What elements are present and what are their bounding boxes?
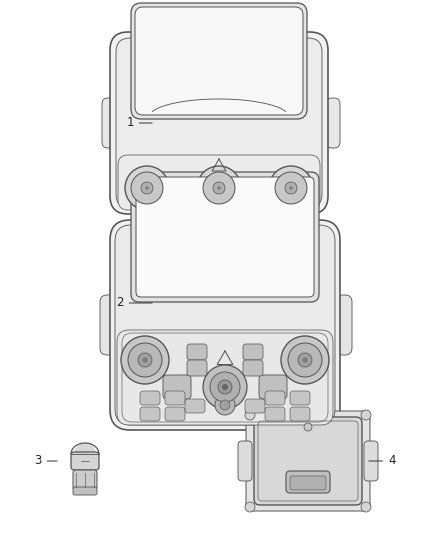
Circle shape — [218, 380, 232, 394]
Circle shape — [121, 336, 169, 384]
Text: 1: 1 — [126, 117, 152, 130]
FancyBboxPatch shape — [286, 471, 330, 493]
FancyBboxPatch shape — [165, 407, 185, 421]
Circle shape — [245, 410, 255, 420]
Text: 4: 4 — [369, 455, 396, 467]
FancyBboxPatch shape — [163, 375, 191, 399]
FancyBboxPatch shape — [118, 155, 320, 210]
Circle shape — [269, 166, 313, 210]
Circle shape — [303, 358, 307, 362]
FancyBboxPatch shape — [187, 360, 207, 376]
Text: 3: 3 — [34, 455, 57, 467]
FancyBboxPatch shape — [154, 210, 174, 220]
FancyBboxPatch shape — [290, 391, 310, 405]
FancyBboxPatch shape — [364, 441, 378, 481]
Text: 2: 2 — [116, 296, 152, 310]
Circle shape — [145, 186, 149, 190]
Circle shape — [217, 186, 221, 190]
FancyBboxPatch shape — [265, 407, 285, 421]
FancyBboxPatch shape — [185, 399, 205, 413]
FancyBboxPatch shape — [201, 20, 237, 32]
FancyBboxPatch shape — [73, 470, 97, 490]
Circle shape — [215, 395, 235, 415]
FancyBboxPatch shape — [131, 3, 307, 119]
Wedge shape — [74, 443, 96, 454]
FancyBboxPatch shape — [245, 399, 265, 413]
FancyBboxPatch shape — [254, 417, 362, 505]
FancyBboxPatch shape — [243, 360, 263, 376]
FancyBboxPatch shape — [110, 220, 340, 430]
FancyBboxPatch shape — [148, 209, 172, 219]
Circle shape — [245, 502, 255, 512]
Circle shape — [141, 182, 153, 194]
FancyBboxPatch shape — [326, 98, 340, 148]
FancyBboxPatch shape — [140, 407, 160, 421]
FancyBboxPatch shape — [265, 391, 285, 405]
Circle shape — [275, 172, 307, 204]
FancyBboxPatch shape — [102, 98, 116, 148]
FancyBboxPatch shape — [100, 295, 116, 355]
Circle shape — [289, 186, 293, 190]
Circle shape — [203, 172, 235, 204]
FancyBboxPatch shape — [209, 210, 229, 220]
FancyBboxPatch shape — [135, 7, 303, 115]
Circle shape — [138, 353, 152, 367]
FancyBboxPatch shape — [278, 209, 302, 219]
FancyBboxPatch shape — [115, 225, 335, 425]
Circle shape — [304, 423, 312, 431]
FancyBboxPatch shape — [266, 23, 282, 31]
FancyBboxPatch shape — [71, 452, 99, 470]
Circle shape — [361, 410, 371, 420]
FancyBboxPatch shape — [290, 476, 326, 490]
Circle shape — [203, 365, 247, 409]
FancyBboxPatch shape — [131, 172, 319, 302]
FancyBboxPatch shape — [187, 344, 207, 360]
FancyBboxPatch shape — [259, 375, 287, 399]
FancyBboxPatch shape — [116, 38, 322, 208]
FancyBboxPatch shape — [165, 391, 185, 405]
Circle shape — [213, 182, 225, 194]
FancyBboxPatch shape — [238, 441, 252, 481]
Circle shape — [142, 358, 148, 362]
FancyBboxPatch shape — [73, 487, 97, 495]
Circle shape — [131, 172, 163, 204]
Circle shape — [220, 400, 230, 410]
FancyBboxPatch shape — [149, 20, 289, 34]
Circle shape — [361, 502, 371, 512]
FancyBboxPatch shape — [264, 210, 284, 220]
Circle shape — [197, 166, 241, 210]
Circle shape — [222, 384, 228, 390]
FancyBboxPatch shape — [145, 206, 305, 222]
Circle shape — [298, 353, 312, 367]
FancyBboxPatch shape — [246, 411, 370, 511]
FancyBboxPatch shape — [336, 295, 352, 355]
Circle shape — [288, 343, 322, 377]
Circle shape — [210, 372, 240, 402]
FancyBboxPatch shape — [290, 407, 310, 421]
FancyBboxPatch shape — [175, 209, 275, 221]
FancyBboxPatch shape — [117, 330, 333, 425]
FancyBboxPatch shape — [140, 391, 160, 405]
Circle shape — [285, 182, 297, 194]
Circle shape — [281, 336, 329, 384]
FancyBboxPatch shape — [156, 23, 172, 31]
FancyBboxPatch shape — [243, 344, 263, 360]
Circle shape — [125, 166, 169, 210]
FancyBboxPatch shape — [110, 32, 328, 214]
FancyBboxPatch shape — [136, 177, 314, 297]
Circle shape — [128, 343, 162, 377]
